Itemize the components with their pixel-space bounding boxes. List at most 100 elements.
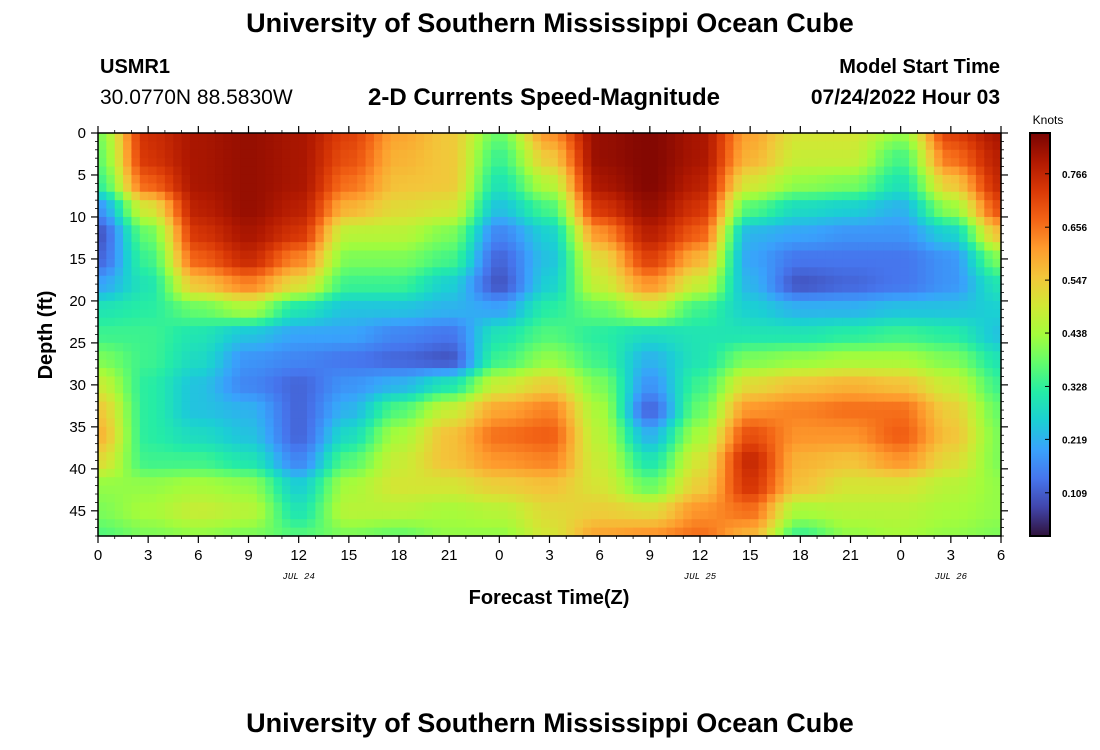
heatmap-cell: [984, 250, 994, 260]
heatmap-cell: [975, 166, 985, 176]
heatmap-cell: [231, 225, 241, 235]
heatmap-cell: [909, 326, 918, 336]
heatmap-cell: [833, 368, 843, 378]
heatmap-cell: [106, 401, 116, 411]
heatmap-cell: [833, 216, 843, 226]
heatmap-cell: [307, 216, 316, 226]
heatmap-cell: [490, 166, 500, 176]
heatmap-cell: [766, 284, 776, 294]
heatmap-cell: [683, 460, 693, 470]
heatmap-cell: [582, 250, 592, 260]
heatmap-cell: [917, 426, 927, 436]
heatmap-cell: [574, 376, 584, 386]
heatmap-cell: [123, 225, 133, 235]
heatmap-cell: [114, 275, 124, 285]
heatmap-cell: [950, 334, 960, 344]
heatmap-cell: [164, 275, 174, 285]
heatmap-cell: [382, 342, 392, 352]
heatmap-cell: [281, 460, 291, 470]
heatmap-cell: [950, 191, 960, 201]
heatmap-cell: [516, 384, 526, 394]
heatmap-cell: [599, 384, 609, 394]
heatmap-cell: [189, 443, 199, 453]
heatmap-cell: [934, 326, 944, 336]
heatmap-cell: [842, 410, 852, 420]
heatmap-cell: [482, 494, 492, 504]
heatmap-cell: [215, 359, 225, 369]
heatmap-cell: [691, 401, 701, 411]
heatmap-cell: [959, 435, 969, 445]
heatmap-cell: [357, 384, 367, 394]
heatmap-cell: [223, 494, 233, 504]
heatmap-cell: [223, 452, 233, 462]
heatmap-cell: [624, 393, 634, 403]
heatmap-cell: [516, 275, 526, 285]
heatmap-cell: [307, 510, 316, 520]
heatmap-cell: [875, 410, 885, 420]
heatmap-cell: [315, 309, 325, 319]
heatmap-cell: [307, 342, 316, 352]
heatmap-cell: [758, 502, 768, 512]
heatmap-cell: [499, 485, 509, 495]
heatmap-cell: [582, 410, 592, 420]
heatmap-cell: [399, 250, 408, 260]
heatmap-cell: [616, 485, 626, 495]
heatmap-cell: [114, 158, 124, 168]
heatmap-cell: [357, 342, 367, 352]
heatmap-cell: [674, 460, 684, 470]
heatmap-cell: [808, 393, 818, 403]
heatmap-cell: [114, 166, 124, 176]
heatmap-cell: [934, 460, 944, 470]
heatmap-cell: [114, 393, 124, 403]
heatmap-cell: [98, 158, 107, 168]
heatmap-cell: [173, 376, 183, 386]
heatmap-cell: [683, 384, 693, 394]
heatmap-cell: [156, 149, 166, 159]
heatmap-cell: [449, 250, 459, 260]
heatmap-cell: [574, 191, 584, 201]
heatmap-cell: [290, 401, 300, 411]
heatmap-cell: [106, 426, 116, 436]
heatmap-cell: [817, 368, 827, 378]
heatmap-cell: [298, 393, 308, 403]
heatmap-cell: [984, 158, 994, 168]
heatmap-cell: [674, 502, 684, 512]
heatmap-cell: [875, 485, 885, 495]
heatmap-cell: [975, 250, 985, 260]
page-title: University of Southern Mississippi Ocean…: [246, 8, 854, 38]
heatmap-cell: [248, 334, 258, 344]
heatmap-cell: [315, 443, 325, 453]
heatmap-cell: [298, 359, 308, 369]
heatmap-cell: [942, 401, 952, 411]
heatmap-cell: [365, 275, 375, 285]
heatmap-cell: [340, 426, 350, 436]
heatmap-cell: [591, 267, 601, 277]
heatmap-cell: [390, 334, 400, 344]
heatmap-cell: [574, 435, 584, 445]
heatmap-cell: [273, 309, 283, 319]
heatmap-cell: [524, 384, 534, 394]
heatmap-cell: [984, 284, 994, 294]
heatmap-cell: [783, 342, 793, 352]
heatmap-cell: [449, 368, 459, 378]
heatmap-cell: [666, 225, 676, 235]
heatmap-cell: [516, 468, 526, 478]
heatmap-cell: [281, 216, 291, 226]
heatmap-cell: [399, 342, 408, 352]
heatmap-cell: [833, 133, 843, 142]
heatmap-cell: [934, 309, 944, 319]
heatmap-cell: [925, 275, 935, 285]
heatmap-cell: [875, 174, 885, 184]
heatmap-cell: [399, 384, 408, 394]
heatmap-cell: [106, 435, 116, 445]
heatmap-cell: [875, 426, 885, 436]
heatmap-cell: [231, 368, 241, 378]
heatmap-cell: [524, 468, 534, 478]
heatmap-cell: [407, 452, 417, 462]
heatmap-cell: [357, 468, 367, 478]
heatmap-cell: [733, 376, 743, 386]
heatmap-cell: [440, 242, 450, 252]
heatmap-cell: [892, 158, 902, 168]
heatmap-cell: [532, 141, 542, 151]
heatmap-cell: [524, 200, 534, 210]
